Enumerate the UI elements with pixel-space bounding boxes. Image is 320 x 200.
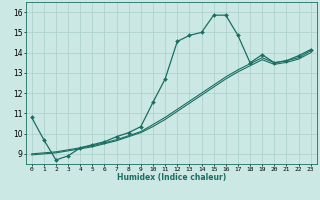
X-axis label: Humidex (Indice chaleur): Humidex (Indice chaleur) bbox=[116, 173, 226, 182]
